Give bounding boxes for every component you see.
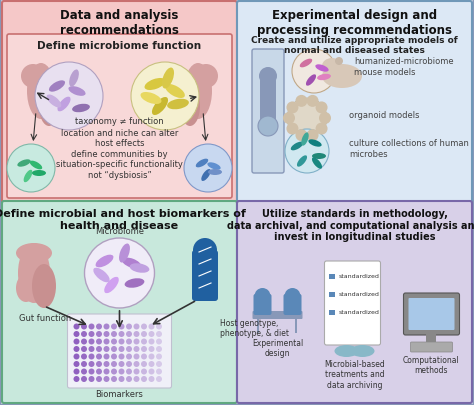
Ellipse shape bbox=[39, 87, 59, 127]
FancyBboxPatch shape bbox=[2, 202, 237, 403]
Text: location and niche can alter
host effects: location and niche can alter host effect… bbox=[61, 129, 178, 148]
Ellipse shape bbox=[297, 156, 307, 167]
Circle shape bbox=[81, 331, 87, 337]
Circle shape bbox=[141, 331, 147, 337]
Ellipse shape bbox=[317, 75, 331, 81]
Ellipse shape bbox=[315, 65, 328, 72]
Circle shape bbox=[148, 324, 155, 330]
Text: Experimental design and
processing recommendations: Experimental design and processing recom… bbox=[257, 9, 452, 37]
Circle shape bbox=[81, 369, 87, 375]
Text: Host genotype,
phenotype, & diet: Host genotype, phenotype, & diet bbox=[220, 318, 289, 337]
FancyBboxPatch shape bbox=[325, 261, 381, 345]
Circle shape bbox=[89, 331, 94, 337]
FancyBboxPatch shape bbox=[283, 294, 301, 315]
Circle shape bbox=[89, 346, 94, 352]
Circle shape bbox=[141, 376, 147, 382]
Circle shape bbox=[156, 331, 162, 337]
Ellipse shape bbox=[125, 279, 145, 288]
Text: Data and analysis
recommendations: Data and analysis recommendations bbox=[60, 9, 179, 37]
Ellipse shape bbox=[184, 64, 212, 120]
FancyBboxPatch shape bbox=[237, 202, 472, 403]
Ellipse shape bbox=[32, 264, 56, 308]
Circle shape bbox=[134, 354, 139, 360]
Text: Experimental
design: Experimental design bbox=[252, 338, 303, 358]
Circle shape bbox=[259, 68, 277, 86]
Ellipse shape bbox=[312, 153, 326, 160]
Circle shape bbox=[103, 331, 109, 337]
Circle shape bbox=[286, 123, 299, 135]
Text: Define microbial and host biomarkers of
health and disease: Define microbial and host biomarkers of … bbox=[0, 209, 246, 230]
Bar bbox=[257, 318, 259, 333]
Ellipse shape bbox=[21, 65, 45, 89]
Ellipse shape bbox=[27, 64, 55, 120]
Bar bbox=[427, 331, 437, 345]
Circle shape bbox=[84, 239, 155, 308]
Ellipse shape bbox=[69, 70, 79, 87]
Circle shape bbox=[134, 331, 139, 337]
Ellipse shape bbox=[291, 142, 303, 151]
Ellipse shape bbox=[194, 65, 218, 89]
Circle shape bbox=[156, 369, 162, 375]
Ellipse shape bbox=[201, 170, 211, 181]
Circle shape bbox=[103, 324, 109, 330]
Text: Computational
methods: Computational methods bbox=[403, 355, 460, 375]
Ellipse shape bbox=[152, 98, 168, 116]
Circle shape bbox=[111, 376, 117, 382]
Ellipse shape bbox=[322, 59, 342, 75]
Circle shape bbox=[284, 288, 301, 304]
Circle shape bbox=[156, 339, 162, 345]
Circle shape bbox=[73, 369, 80, 375]
FancyBboxPatch shape bbox=[254, 294, 272, 315]
Ellipse shape bbox=[24, 171, 32, 183]
Ellipse shape bbox=[18, 160, 31, 167]
Ellipse shape bbox=[167, 100, 189, 110]
Ellipse shape bbox=[129, 264, 149, 273]
Circle shape bbox=[255, 288, 271, 304]
Circle shape bbox=[73, 346, 80, 352]
Circle shape bbox=[118, 376, 125, 382]
Circle shape bbox=[295, 96, 308, 108]
Circle shape bbox=[156, 324, 162, 330]
Circle shape bbox=[141, 369, 147, 375]
Circle shape bbox=[335, 58, 343, 66]
Circle shape bbox=[111, 369, 117, 375]
Text: taxonomy ≠ function: taxonomy ≠ function bbox=[75, 117, 164, 126]
Circle shape bbox=[89, 369, 94, 375]
Circle shape bbox=[103, 376, 109, 382]
Circle shape bbox=[118, 324, 125, 330]
Text: organoid models: organoid models bbox=[349, 111, 419, 120]
Circle shape bbox=[141, 324, 147, 330]
FancyBboxPatch shape bbox=[192, 250, 218, 301]
Circle shape bbox=[134, 361, 139, 367]
Circle shape bbox=[141, 361, 147, 367]
Text: Microbiome: Microbiome bbox=[95, 226, 144, 235]
Circle shape bbox=[184, 145, 232, 192]
Circle shape bbox=[111, 339, 117, 345]
FancyBboxPatch shape bbox=[253, 311, 302, 319]
Ellipse shape bbox=[104, 277, 119, 294]
Circle shape bbox=[73, 376, 80, 382]
Circle shape bbox=[118, 331, 125, 337]
Circle shape bbox=[316, 102, 328, 114]
Circle shape bbox=[73, 331, 80, 337]
Circle shape bbox=[295, 130, 308, 142]
Circle shape bbox=[118, 339, 125, 345]
Ellipse shape bbox=[208, 170, 222, 175]
Circle shape bbox=[319, 113, 331, 125]
Circle shape bbox=[307, 96, 319, 108]
Ellipse shape bbox=[301, 133, 309, 146]
Circle shape bbox=[81, 354, 87, 360]
Circle shape bbox=[126, 354, 132, 360]
Text: standardized: standardized bbox=[338, 310, 379, 315]
Circle shape bbox=[111, 346, 117, 352]
Circle shape bbox=[126, 369, 132, 375]
Ellipse shape bbox=[68, 87, 86, 97]
Circle shape bbox=[148, 369, 155, 375]
Ellipse shape bbox=[18, 243, 50, 303]
Circle shape bbox=[283, 113, 295, 125]
Circle shape bbox=[73, 324, 80, 330]
Circle shape bbox=[134, 376, 139, 382]
Ellipse shape bbox=[335, 345, 358, 357]
Circle shape bbox=[316, 123, 328, 135]
